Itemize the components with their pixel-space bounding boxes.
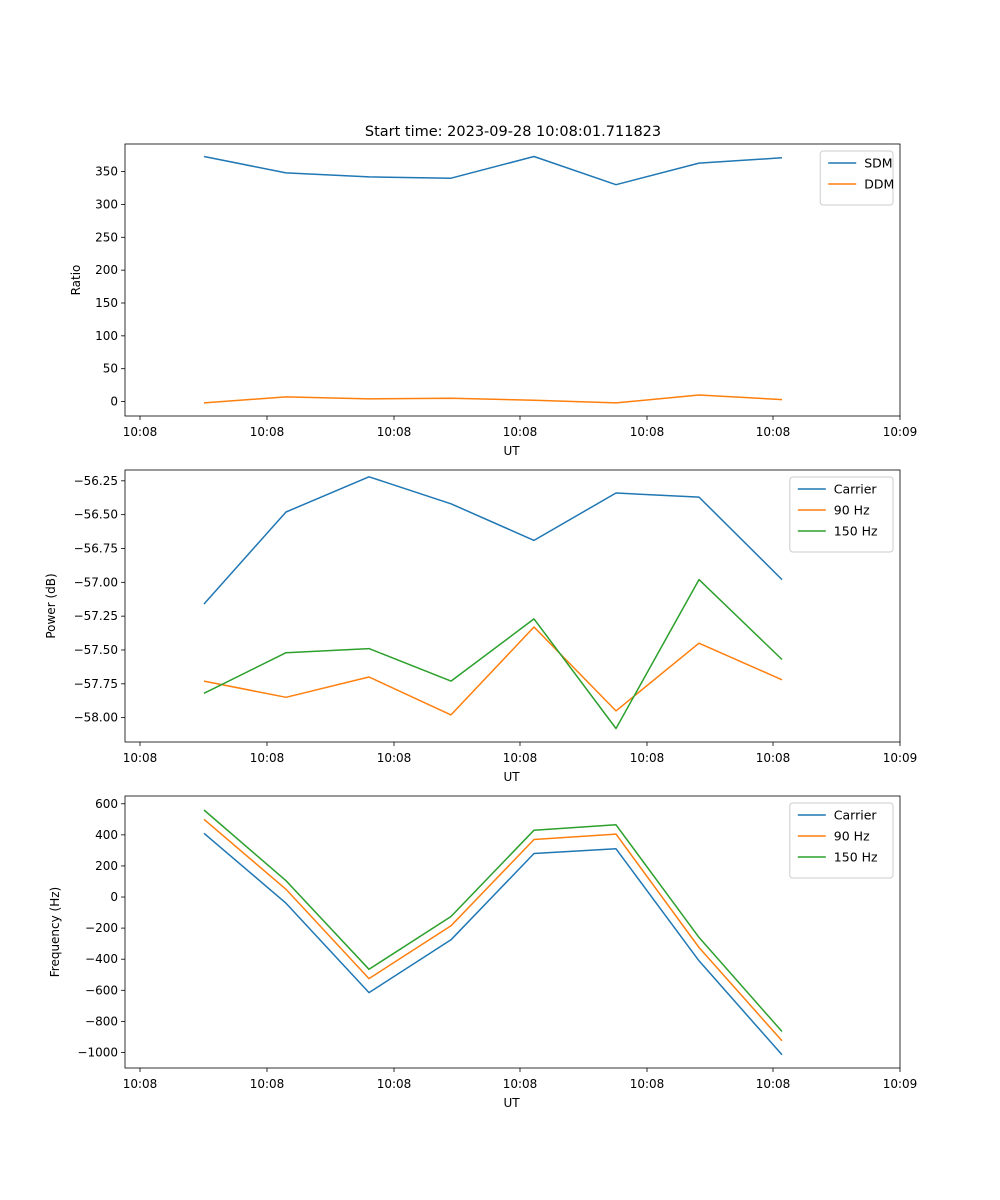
- x-tick-label: 10:09: [883, 751, 918, 765]
- y-tick-label: 300: [95, 197, 118, 211]
- legend-box: [789, 802, 894, 879]
- series-line-sdm: [203, 155, 783, 186]
- y-tick-label: −56.25: [74, 474, 118, 488]
- frequency-panel: 10:08 10:08 10:08 10:08 10:08 10:08 10:09 −1000…: [48, 795, 918, 1110]
- axes-frame: [124, 795, 901, 1069]
- legend-label: Carrier: [834, 808, 878, 823]
- x-tick-label: 10:08: [756, 751, 791, 765]
- legend-label: 150 Hz: [834, 524, 878, 539]
- y-tick-label: −800: [85, 1014, 118, 1028]
- legend-label: 90 Hz: [834, 829, 870, 844]
- y-tick-label: −56.75: [74, 541, 118, 555]
- series-line-90-hz: [203, 626, 783, 716]
- x-tick-label: 10:08: [123, 751, 158, 765]
- y-tick-label: −56.50: [74, 508, 118, 522]
- x-axis-label: UT: [503, 770, 520, 784]
- y-tick-label: −58.00: [74, 711, 118, 725]
- y-axis-label: Power (dB): [44, 573, 58, 638]
- y-tick-label: 150: [95, 296, 118, 310]
- x-tick-label: 10:09: [883, 425, 918, 439]
- y-tick-label: −600: [85, 983, 118, 997]
- y-tick-label: −57.75: [74, 677, 118, 691]
- y-tick-label: 200: [95, 263, 118, 277]
- x-tick-label: 10:08: [123, 1077, 158, 1091]
- x-tick-label: 10:08: [503, 751, 538, 765]
- x-tick-label: 10:08: [250, 425, 285, 439]
- legend-label: Carrier: [834, 482, 878, 497]
- x-tick-label: 10:08: [377, 751, 412, 765]
- y-tick-label: −57.50: [74, 643, 118, 657]
- x-axis-label: UT: [503, 1096, 520, 1110]
- x-tick-label: 10:08: [630, 751, 665, 765]
- y-tick-label: 100: [95, 329, 118, 343]
- axes-frame: [124, 469, 901, 743]
- legend-label: 150 Hz: [834, 850, 878, 865]
- x-tick-label: 10:08: [756, 425, 791, 439]
- x-tick-label: 10:08: [630, 1077, 665, 1091]
- legend-label: SDM: [864, 156, 892, 171]
- series-line-carrier: [203, 832, 783, 1056]
- series-line-carrier: [203, 476, 783, 605]
- series-line-90-hz: [203, 818, 783, 1042]
- legend-box: [789, 476, 894, 553]
- x-tick-label: 10:08: [756, 1077, 791, 1091]
- power-panel: 10:08 10:08 10:08 10:08 10:08 10:08 10:09 −58.0…: [44, 469, 918, 784]
- y-tick-label: −57.00: [74, 575, 118, 589]
- x-tick-label: 10:08: [250, 1077, 285, 1091]
- x-tick-label: 10:08: [377, 425, 412, 439]
- y-tick-label: 200: [95, 859, 118, 873]
- x-tick-label: 10:08: [503, 1077, 538, 1091]
- x-tick-label: 10:08: [630, 425, 665, 439]
- series-line-150-hz: [203, 578, 783, 730]
- y-tick-label: 0: [110, 890, 118, 904]
- y-tick-label: 400: [95, 828, 118, 842]
- x-tick-label: 10:08: [250, 751, 285, 765]
- y-tick-label: 50: [103, 362, 118, 376]
- y-axis-label: Frequency (Hz): [48, 887, 62, 978]
- axes-frame: [124, 143, 901, 417]
- y-tick-label: −1000: [77, 1045, 118, 1059]
- figure-title: Start time: 2023-09-28 10:08:01.711823: [365, 124, 661, 140]
- series-line-150-hz: [203, 809, 783, 1032]
- y-tick-label: 250: [95, 230, 118, 244]
- x-tick-label: 10:08: [503, 425, 538, 439]
- x-tick-label: 10:09: [883, 1077, 918, 1091]
- x-axis-label: UT: [503, 444, 520, 458]
- y-tick-label: −57.25: [74, 609, 118, 623]
- y-axis-label: Ratio: [69, 265, 83, 296]
- y-tick-label: 600: [95, 797, 118, 811]
- x-tick-label: 10:08: [377, 1077, 412, 1091]
- legend-label: DDM: [864, 177, 894, 192]
- legend-box: [819, 150, 894, 206]
- series-line-ddm: [203, 394, 783, 404]
- y-tick-label: 350: [95, 165, 118, 179]
- y-tick-label: −400: [85, 952, 118, 966]
- y-tick-label: −200: [85, 921, 118, 935]
- y-tick-label: 0: [110, 395, 118, 409]
- x-tick-label: 10:08: [123, 425, 158, 439]
- legend-label: 90 Hz: [834, 503, 870, 518]
- ratio-panel: 10:08 10:08 10:08 10:08 10:08 10:08 10:09 0 50 10…: [69, 143, 918, 458]
